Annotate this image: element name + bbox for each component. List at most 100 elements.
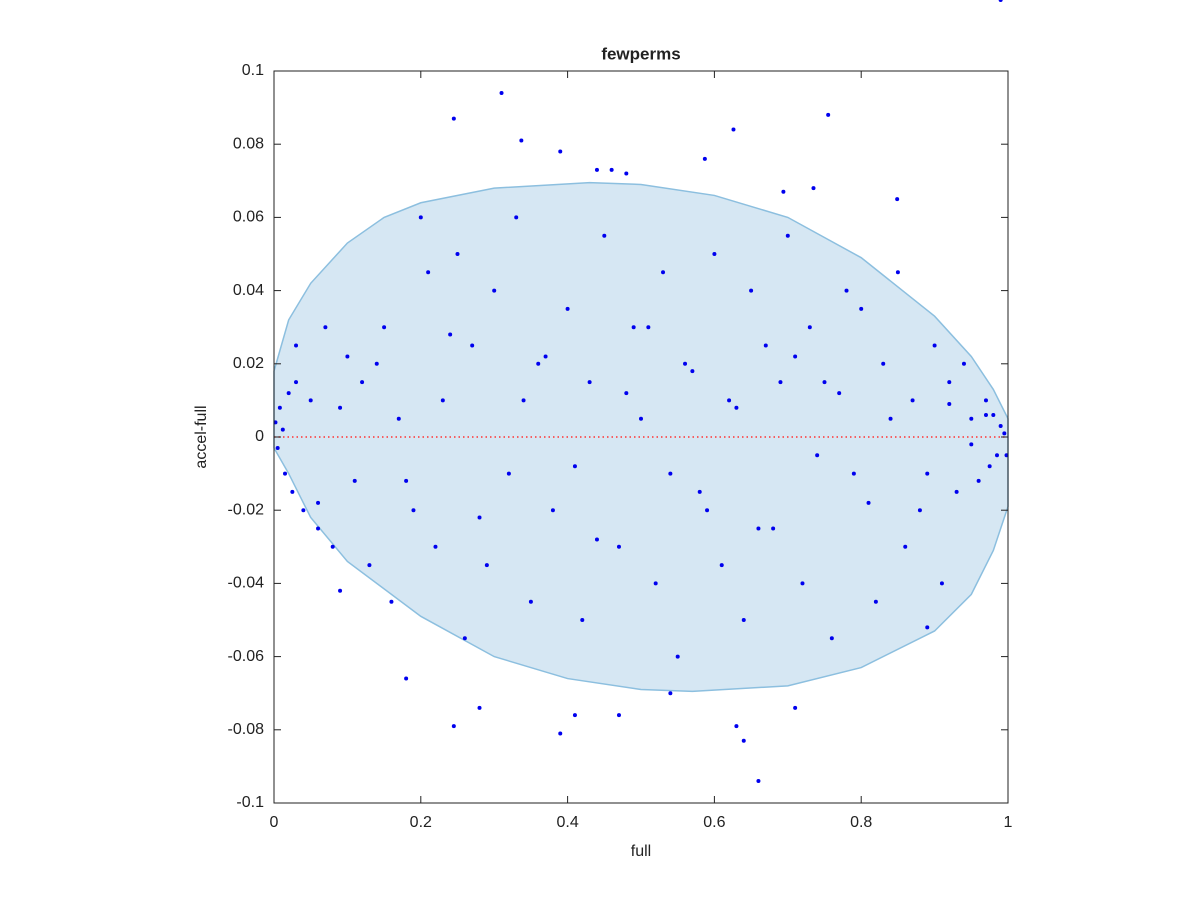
point [683, 361, 688, 366]
point [594, 167, 599, 172]
point [470, 343, 475, 348]
point [675, 654, 680, 659]
point [719, 563, 724, 568]
y-tick-label: 0.08 [233, 135, 264, 152]
point [294, 343, 299, 348]
point [492, 288, 497, 293]
y-tick-label: -0.1 [236, 794, 264, 811]
point [793, 354, 798, 359]
point [731, 127, 736, 132]
x-tick-label: 1 [1004, 814, 1013, 831]
point [983, 413, 988, 418]
point [793, 705, 798, 710]
point [404, 676, 409, 681]
point [499, 90, 504, 95]
point [778, 380, 783, 385]
point [947, 402, 952, 407]
point [763, 343, 768, 348]
y-tick-label: -0.02 [228, 501, 265, 518]
point [411, 508, 416, 513]
point [954, 489, 959, 494]
point [998, 424, 1003, 429]
y-tick-label: 0.02 [233, 355, 264, 372]
point [572, 464, 577, 469]
point [851, 471, 856, 476]
point [639, 416, 643, 421]
x-tick-label: 0.4 [556, 814, 578, 831]
point [338, 405, 343, 410]
point [939, 581, 944, 586]
point [895, 270, 900, 275]
point [983, 398, 988, 403]
point [602, 233, 607, 238]
point [712, 252, 717, 256]
point [895, 197, 900, 202]
point [771, 526, 776, 531]
point [451, 116, 456, 121]
point [275, 445, 280, 450]
point [572, 713, 577, 718]
point [925, 625, 930, 630]
y-tick-label: -0.04 [228, 575, 265, 592]
point [550, 508, 555, 513]
point [382, 325, 387, 330]
point [462, 636, 467, 641]
point [697, 489, 702, 494]
point [749, 288, 754, 293]
point [925, 471, 930, 476]
point [345, 354, 350, 359]
point [826, 112, 831, 117]
point [536, 361, 541, 366]
point [917, 508, 922, 513]
point [455, 252, 460, 256]
point [448, 332, 453, 337]
point [451, 724, 456, 729]
y-tick-label: 0 [255, 428, 264, 445]
point [859, 306, 864, 311]
point [932, 343, 937, 348]
point [521, 398, 526, 403]
point [404, 478, 409, 483]
point [969, 416, 974, 421]
point [587, 380, 592, 385]
point [690, 369, 695, 374]
point [477, 705, 482, 710]
point [426, 270, 431, 275]
point [301, 508, 306, 513]
point [477, 515, 482, 520]
point [829, 636, 834, 641]
point [976, 478, 981, 483]
x-tick-label: 0.8 [850, 814, 872, 831]
point [646, 325, 651, 330]
point [661, 270, 666, 275]
point [705, 508, 710, 513]
point [396, 416, 401, 421]
y-tick-label: 0.04 [233, 282, 264, 299]
point [519, 138, 524, 143]
y-tick-label: 0.06 [233, 209, 264, 226]
point [734, 405, 739, 410]
point [316, 500, 321, 505]
point [323, 325, 328, 330]
point [543, 354, 548, 359]
point [580, 618, 585, 622]
point [653, 581, 658, 586]
point [994, 453, 999, 458]
point [844, 288, 849, 293]
point [565, 306, 570, 311]
point [624, 391, 629, 396]
point [558, 731, 563, 736]
chart-title: fewperms [601, 44, 680, 63]
x-tick-label: 0 [270, 814, 279, 831]
point [756, 779, 761, 784]
point [506, 471, 511, 476]
point [616, 713, 621, 718]
point [987, 464, 992, 469]
point [668, 691, 673, 696]
point [418, 215, 423, 220]
point [756, 526, 761, 531]
point [484, 563, 489, 568]
point [800, 581, 805, 586]
point [280, 427, 285, 432]
point [330, 544, 335, 549]
